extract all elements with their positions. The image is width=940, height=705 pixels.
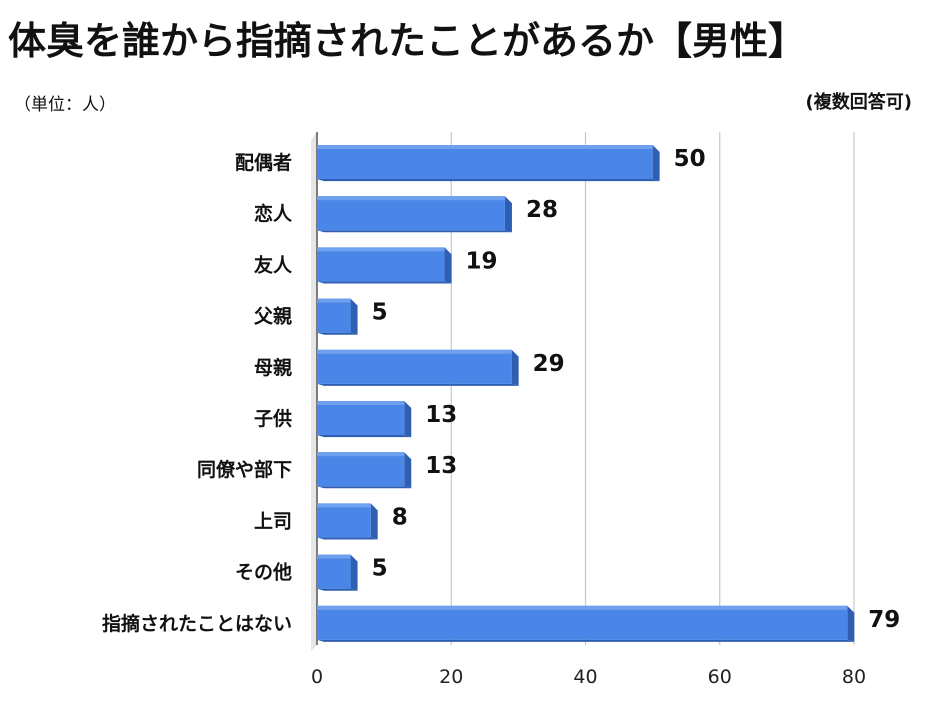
category-label: 母親 (254, 356, 292, 379)
x-tick-label: 0 (311, 666, 323, 688)
value-label: 28 (526, 197, 558, 223)
bar (317, 452, 412, 489)
category-label: 子供 (254, 407, 292, 430)
bars (317, 145, 855, 642)
category-label: 指摘されたことはない (102, 612, 292, 635)
category-label: 友人 (254, 253, 293, 276)
category-label: 恋人 (254, 202, 293, 225)
multiple-answer-note: (複数回答可) (805, 92, 912, 113)
x-tick-label: 20 (439, 666, 463, 688)
value-label: 19 (466, 248, 498, 274)
x-tick-label: 60 (708, 666, 732, 688)
value-label: 8 (392, 504, 408, 530)
bar (317, 401, 412, 438)
x-tick-label: 80 (842, 666, 866, 688)
value-label: 50 (674, 146, 706, 172)
axis-wall (311, 132, 317, 651)
value-label: 13 (425, 402, 457, 428)
bar (317, 554, 358, 591)
category-label: 上司 (254, 510, 292, 532)
bar (317, 605, 855, 642)
bar (317, 298, 358, 335)
x-tick-label: 40 (573, 666, 597, 688)
value-label: 5 (372, 556, 388, 582)
category-label: 父親 (253, 305, 292, 328)
chart-title: 体臭を誰から指摘されたことがあるか【男性】 (8, 19, 807, 63)
category-label: 配偶者 (235, 151, 292, 174)
value-label: 5 (372, 300, 388, 326)
bar (317, 247, 452, 284)
bar (317, 349, 519, 386)
unit-note: （単位：人） (14, 95, 116, 115)
labels: 0 20 40 60 80 配偶者 50 恋人 28 友人 19 父親 5 母親 29 子供 13 同僚や部下 13… (102, 146, 900, 688)
category-label: 同僚や部下 (197, 458, 292, 481)
category-label: その他 (235, 561, 292, 584)
bar (317, 196, 512, 233)
value-label: 13 (425, 453, 457, 479)
value-label: 29 (533, 351, 565, 377)
bar (317, 503, 378, 540)
value-label: 79 (868, 607, 900, 633)
bar (317, 145, 660, 182)
